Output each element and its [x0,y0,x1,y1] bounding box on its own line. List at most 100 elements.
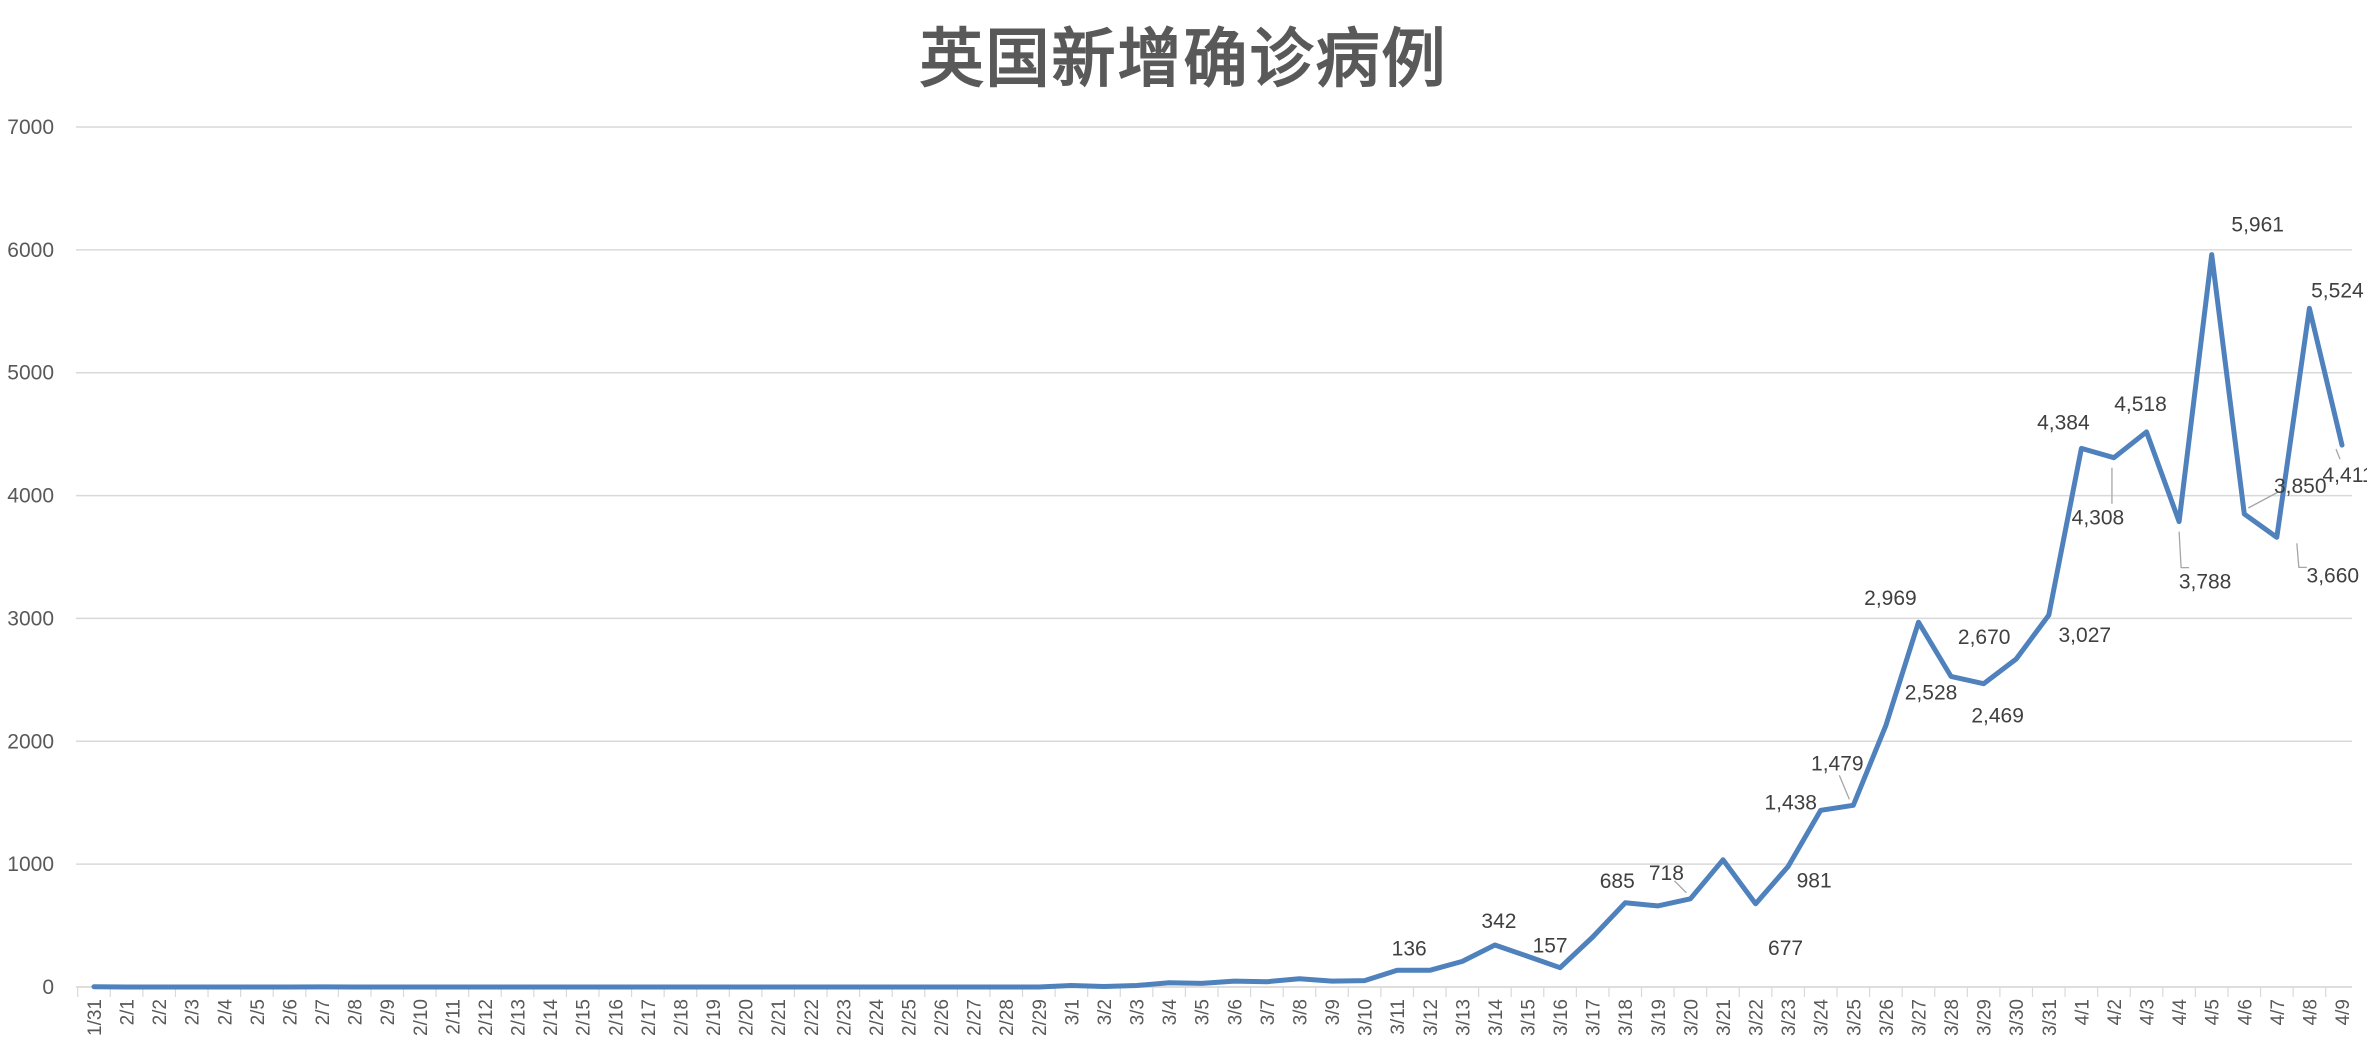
y-tick-label: 5000 [7,362,54,385]
x-tick-label: 2/13 [509,999,530,1036]
x-tick-label: 3/21 [1714,999,1735,1036]
x-tick-label: 4/5 [2203,999,2224,1025]
x-tick-label: 2/8 [346,999,367,1025]
x-tick-label: 2/22 [802,999,823,1036]
data-label: 4,384 [2037,411,2090,434]
data-label: 1,438 [1764,791,1817,814]
x-tick-label: 2/2 [150,999,171,1025]
x-tick-label: 4/1 [2072,999,2093,1025]
data-label: 5,961 [2231,214,2284,237]
x-tick-label: 3/26 [1877,999,1898,1036]
data-label: 685 [1600,870,1635,893]
label-leader-line [2247,491,2279,509]
x-tick-label: 3/9 [1323,999,1344,1025]
x-tick-label: 3/13 [1453,999,1474,1036]
x-tick-label: 2/11 [443,999,464,1035]
label-leader-line [1838,775,1850,800]
x-tick-label: 2/26 [932,999,953,1036]
data-label: 2,670 [1958,626,2011,649]
label-leader-line [2178,531,2190,569]
x-tick-label: 4/9 [2333,999,2354,1025]
x-tick-label: 3/12 [1421,999,1442,1036]
x-tick-label: 2/21 [769,999,790,1036]
x-tick-label: 3/28 [1942,999,1963,1036]
x-tick-label: 4/4 [2170,999,2191,1026]
data-label: 3,027 [2059,624,2112,647]
x-tick-label: 3/8 [1290,999,1311,1025]
x-tick-label: 3/11 [1388,999,1409,1035]
x-tick-label: 3/15 [1519,999,1540,1036]
x-tick-label: 2/25 [899,999,920,1036]
x-tick-label: 2/17 [639,999,660,1036]
label-leader-line [2296,543,2307,568]
x-axis-ticks: 1/31 2/1 2/2 2/3 2/4 2/5 2/6 2/7 2/8 2/9 2/10 2/11 2… [77,987,2354,1036]
data-label: 4,518 [2114,393,2167,416]
y-tick-label: 6000 [7,239,54,262]
x-tick-label: 1/31 [85,999,106,1036]
data-label: 2,528 [1905,681,1958,704]
x-tick-label: 2/14 [541,999,562,1036]
x-tick-label: 2/10 [411,999,432,1036]
x-tick-label: 4/8 [2300,999,2321,1025]
y-tick-label: 4000 [7,485,54,508]
x-tick-label: 4/6 [2235,999,2256,1025]
y-axis-ticks: 0 1000 2000 3000 4000 5000 6000 7000 [7,116,54,999]
x-tick-label: 2/24 [867,999,888,1036]
data-label: 3,788 [2179,571,2232,594]
x-tick-label: 3/6 [1225,999,1246,1025]
y-tick-label: 7000 [7,116,54,139]
data-label: 2,969 [1864,587,1917,610]
x-tick-label: 3/7 [1258,999,1279,1025]
data-label: 1,479 [1811,752,1864,775]
chart-title: 英国新增确诊病例 [919,22,1448,97]
x-tick-label: 3/16 [1551,999,1572,1036]
x-tick-label: 3/23 [1779,999,1800,1036]
x-tick-label: 2/9 [378,999,399,1025]
x-tick-label: 2/20 [737,999,758,1036]
x-tick-label: 2/6 [280,999,301,1025]
x-tick-label: 2/7 [313,999,334,1025]
x-tick-label: 3/20 [1681,999,1702,1036]
x-tick-label: 3/17 [1584,999,1605,1036]
data-label: 981 [1797,869,1832,892]
x-tick-label: 4/7 [2268,999,2289,1025]
x-tick-label: 3/25 [1844,999,1865,1036]
y-tick-label: 2000 [7,730,54,753]
data-label: 3,850 [2274,475,2327,498]
data-label: 342 [1481,910,1516,933]
x-tick-label: 2/15 [574,999,595,1036]
x-tick-label: 3/4 [1160,999,1181,1026]
x-tick-label: 2/5 [248,999,269,1025]
x-tick-label: 3/5 [1193,999,1214,1025]
x-tick-label: 4/3 [2138,999,2159,1025]
x-tick-label: 2/28 [997,999,1018,1036]
x-tick-label: 3/14 [1486,999,1507,1036]
x-tick-label: 3/18 [1616,999,1637,1036]
x-tick-label: 2/3 [183,999,204,1025]
x-tick-label: 4/2 [2105,999,2126,1025]
series-line [91,252,2345,990]
data-label: 677 [1768,937,1803,960]
gridlines [76,126,2352,988]
data-labels: 136 342 157 685 718 677 981 1,438 1,479 2,969 2,52… [1392,214,2367,961]
data-label: 3,660 [2307,564,2360,587]
data-label: 4,308 [2072,507,2125,530]
x-tick-label: 2/4 [215,999,236,1026]
data-label: 4,411 [2323,464,2367,487]
series-line-group [91,252,2345,990]
data-label: 157 [1533,935,1568,958]
x-tick-label: 3/19 [1649,999,1670,1036]
data-label: 5,524 [2311,279,2364,302]
x-tick-label: 2/1 [118,999,139,1025]
data-label: 2,469 [1971,705,2024,728]
x-tick-label: 2/27 [965,999,986,1036]
x-tick-label: 3/24 [1812,999,1833,1036]
x-tick-label: 2/23 [834,999,855,1036]
x-tick-label: 3/10 [1356,999,1377,1036]
y-tick-label: 1000 [7,853,54,876]
label-leader-line [2335,448,2341,460]
x-tick-label: 2/16 [606,999,627,1036]
x-tick-label: 3/31 [2040,999,2061,1036]
